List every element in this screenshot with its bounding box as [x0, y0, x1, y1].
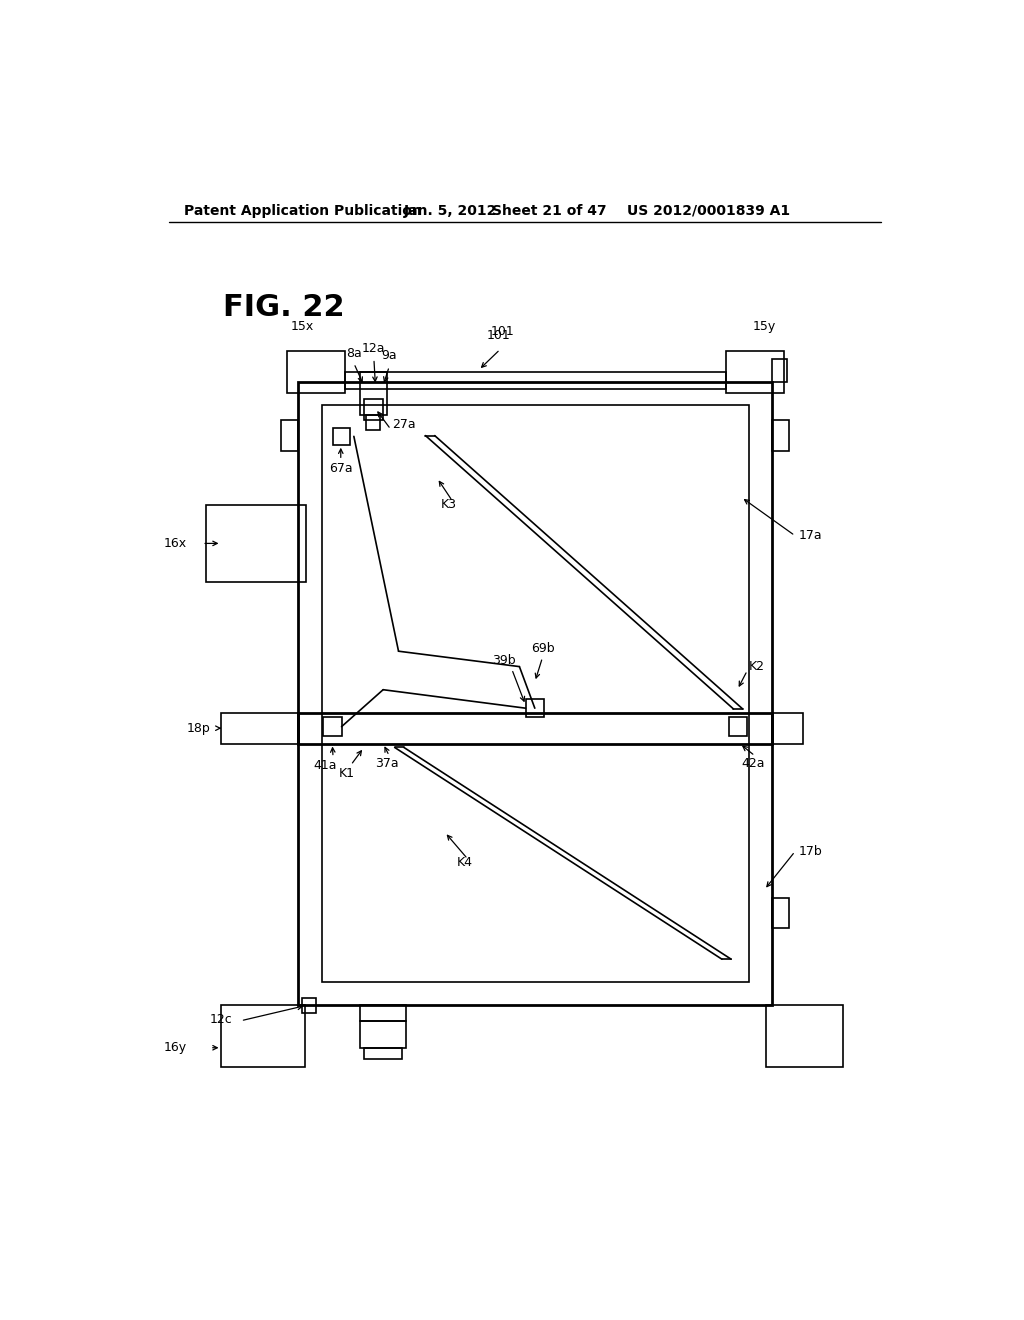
Bar — [298, 381, 772, 1006]
Text: 15x: 15x — [291, 321, 314, 333]
Bar — [333, 428, 350, 445]
Bar — [322, 405, 749, 982]
Text: 18p: 18p — [186, 722, 211, 735]
Bar — [360, 1006, 407, 1020]
Text: 15y: 15y — [753, 321, 776, 333]
Bar — [206, 506, 306, 582]
Bar — [323, 718, 342, 737]
Bar — [729, 718, 748, 737]
Bar — [287, 351, 345, 393]
Bar — [525, 700, 544, 718]
Text: K4: K4 — [457, 857, 472, 870]
Bar — [766, 1006, 843, 1067]
Text: 39b: 39b — [493, 653, 516, 667]
Bar — [360, 372, 387, 414]
Bar — [360, 1020, 407, 1048]
Text: 37a: 37a — [376, 758, 399, 771]
Text: K3: K3 — [441, 499, 457, 511]
Text: Jan. 5, 2012: Jan. 5, 2012 — [403, 203, 498, 218]
Text: 42a: 42a — [741, 758, 765, 771]
Bar — [345, 372, 726, 389]
Bar — [298, 713, 772, 743]
Text: 101: 101 — [486, 329, 510, 342]
Text: 17b: 17b — [799, 845, 822, 858]
Text: 16y: 16y — [164, 1041, 186, 1055]
Text: K2: K2 — [749, 660, 765, 673]
Text: 8a: 8a — [346, 347, 361, 360]
Text: 9a: 9a — [382, 350, 397, 363]
Text: FIG. 22: FIG. 22 — [223, 293, 345, 322]
Bar — [221, 1006, 304, 1067]
Bar — [772, 898, 788, 928]
Text: 27a: 27a — [392, 417, 416, 430]
Text: 67a: 67a — [330, 462, 353, 475]
Bar — [221, 713, 298, 743]
Bar — [772, 713, 803, 743]
Text: Sheet 21 of 47: Sheet 21 of 47 — [493, 203, 607, 218]
Bar — [772, 359, 787, 381]
Text: 17a: 17a — [799, 529, 822, 543]
Text: 101: 101 — [490, 325, 515, 338]
Bar — [302, 998, 316, 1014]
Bar — [367, 414, 380, 430]
Text: Patent Application Publication: Patent Application Publication — [184, 203, 422, 218]
Text: 16x: 16x — [164, 537, 186, 550]
Bar — [726, 351, 783, 393]
Text: 12c: 12c — [210, 1014, 232, 1026]
Text: 12a: 12a — [361, 342, 385, 355]
Bar — [364, 1048, 402, 1059]
Text: K1: K1 — [339, 767, 354, 780]
Bar — [772, 420, 788, 451]
Bar — [282, 420, 298, 451]
Bar — [364, 399, 383, 420]
Text: 41a: 41a — [313, 759, 337, 772]
Text: 69b: 69b — [531, 642, 555, 655]
Text: US 2012/0001839 A1: US 2012/0001839 A1 — [628, 203, 791, 218]
